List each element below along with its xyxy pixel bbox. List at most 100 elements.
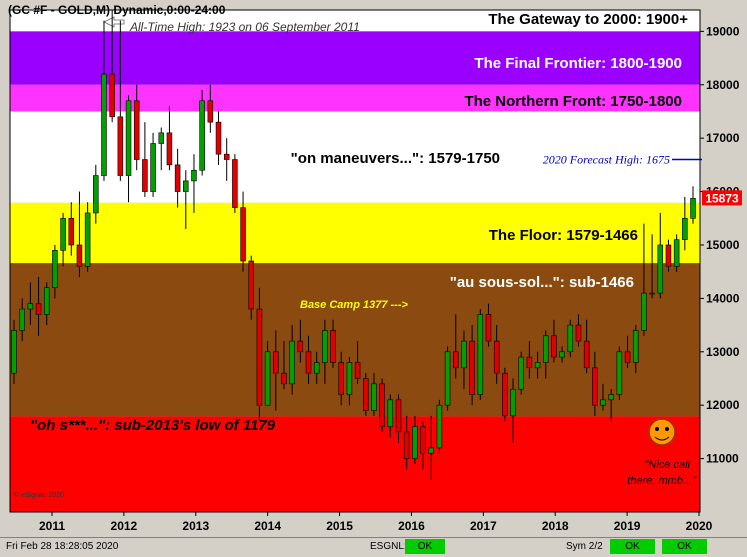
candle-body [665, 244, 672, 267]
candle-body [43, 287, 50, 315]
candle-body [256, 308, 263, 406]
candle-body [215, 121, 222, 155]
copyright: © eSignal, 2020 [14, 491, 64, 499]
candle-body [60, 217, 66, 251]
candle-body [354, 362, 361, 379]
x-tick-label: 2015 [326, 519, 353, 533]
y-tick-label: 18000 [706, 78, 740, 92]
candle-body [485, 314, 492, 342]
candle-body [117, 116, 124, 176]
candle-body [27, 303, 34, 310]
nice-call-face-icon [648, 418, 676, 446]
candle-body [469, 340, 475, 395]
candle-body [166, 132, 173, 166]
candle-body [518, 356, 524, 390]
candle-body [453, 351, 459, 369]
candle-body [281, 372, 287, 385]
candle-body [690, 198, 696, 219]
candle-body [240, 207, 246, 262]
face-mouth [654, 436, 670, 441]
candle-body [477, 314, 484, 395]
candle-body [600, 399, 606, 406]
status-datetime: Fri Feb 28 18:28:05 2020 [6, 541, 119, 552]
candle-body [395, 399, 402, 433]
y-tick-label: 11000 [706, 452, 739, 466]
band-label-maneuvers: "on maneuvers...": 1579-1750 [291, 150, 500, 167]
candle-body [534, 362, 541, 369]
candle-body [412, 426, 418, 459]
status-ok-3: OK [662, 539, 707, 554]
candle-body [199, 100, 205, 171]
candle-body [641, 292, 647, 331]
band-final-frontier [10, 31, 700, 85]
status-bar: Fri Feb 28 18:28:05 2020 ESGNL: OK Sym 2… [0, 537, 747, 557]
band-label-sous-sol: "au sous-sol...": sub-1466 [450, 274, 634, 291]
candle-body [379, 383, 385, 427]
candle-body [35, 303, 42, 315]
x-tick-label: 2014 [254, 519, 281, 533]
band-label-floor: The Floor: 1579-1466 [489, 227, 638, 244]
candle-body [436, 404, 443, 449]
x-tick-label: 2019 [614, 519, 641, 533]
candle-body [649, 292, 655, 295]
y-tick-label: 15000 [706, 238, 740, 252]
candle-body [338, 362, 344, 395]
candle-body [608, 394, 614, 401]
ath-annotation: All-Time High: 1923 on 06 September 2011 [129, 20, 360, 34]
candle-body [273, 351, 279, 374]
candle-body [657, 244, 664, 294]
candle-body [346, 362, 353, 395]
face-eye [665, 427, 669, 431]
band-label-final-frontier: The Final Frontier: 1800-1900 [474, 55, 682, 72]
y-tick-label: 17000 [706, 131, 740, 145]
candle-body [420, 426, 426, 454]
candle-body [403, 431, 410, 459]
candle-body [510, 388, 516, 417]
candle-body [133, 100, 140, 160]
band-floor [10, 202, 700, 264]
candle-body [330, 330, 336, 363]
ath-arrow-icon [103, 16, 125, 28]
x-tick-label: 2018 [542, 519, 569, 533]
candle-body [207, 100, 214, 123]
candle-body [297, 340, 304, 353]
band-gateway [10, 10, 700, 32]
candle-body [84, 212, 91, 267]
x-tick-label: 2020 [686, 519, 713, 533]
candle-body [52, 250, 58, 289]
candle-body [305, 351, 312, 374]
candle-body [551, 335, 557, 358]
x-tick-label: 2012 [111, 519, 138, 533]
candle-body [502, 372, 508, 417]
x-tick-label: 2017 [470, 519, 497, 533]
band-label-gateway: The Gateway to 2000: 1900+ [488, 11, 688, 28]
band-label-oh-s: "oh s***...": sub-2013's low of 1179 [30, 417, 276, 434]
band-northern-front [10, 84, 700, 112]
candle-body [289, 340, 295, 385]
candle-body [232, 159, 238, 208]
band-maneuvers [10, 111, 700, 203]
x-tick-label: 2016 [398, 519, 425, 533]
candle-body [673, 239, 680, 267]
status-sym: Sym 2/2 [566, 541, 603, 552]
candle-body [559, 351, 565, 358]
candle-body [567, 324, 574, 353]
band-sous-sol [10, 263, 700, 417]
y-tick-label: 13000 [706, 345, 740, 359]
band-label-northern-front: The Northern Front: 1750-1800 [464, 93, 682, 110]
candle-body [322, 330, 328, 363]
candle-body [363, 378, 369, 411]
candle-body [371, 383, 377, 411]
face-eye [655, 427, 659, 431]
candle-body [632, 330, 639, 363]
status-esgnl-label: ESGNL: [370, 541, 407, 552]
candle-body [592, 367, 598, 406]
last-price-box [702, 190, 742, 206]
plot-border [9, 9, 701, 513]
candle-body [264, 351, 271, 406]
y-tick-label: 12000 [706, 398, 740, 412]
status-ok-2: OK [610, 539, 655, 554]
candle-body [575, 324, 582, 342]
